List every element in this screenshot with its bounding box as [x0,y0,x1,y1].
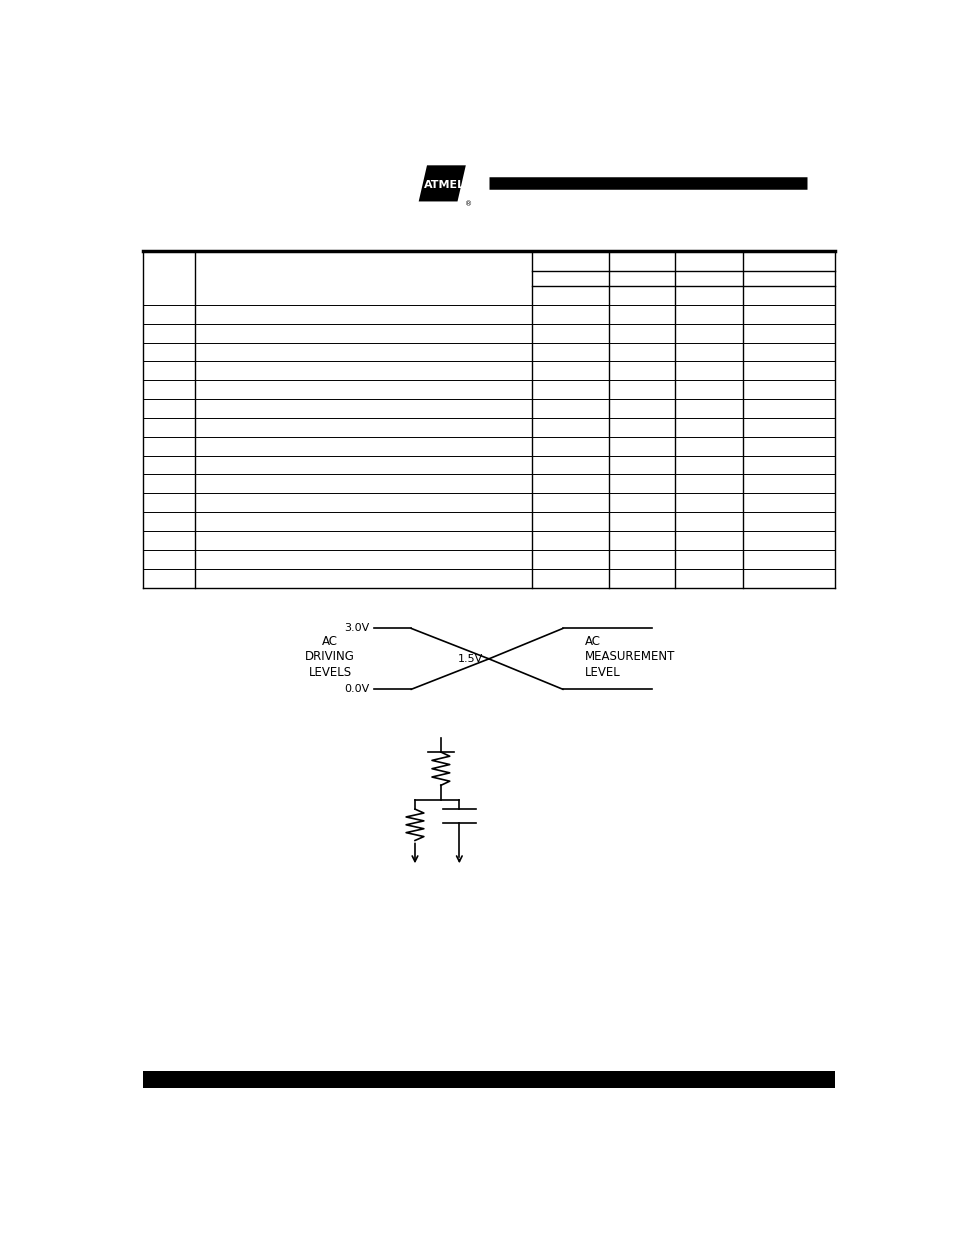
Polygon shape [418,165,465,201]
Bar [143,1071,834,1088]
Text: AC: AC [321,635,337,648]
Text: LEVELS: LEVELS [308,666,351,679]
Text: 1.5V: 1.5V [457,653,482,664]
Text: DRIVING: DRIVING [305,651,355,663]
Text: ATMEL: ATMEL [423,180,465,190]
Text: 0.0V: 0.0V [343,684,369,694]
Text: LEVEL: LEVEL [584,666,620,679]
Text: ®: ® [465,201,472,207]
Text: 3.0V: 3.0V [343,624,369,634]
Text: AC: AC [584,635,600,648]
Text: MEASUREMENT: MEASUREMENT [584,651,675,663]
